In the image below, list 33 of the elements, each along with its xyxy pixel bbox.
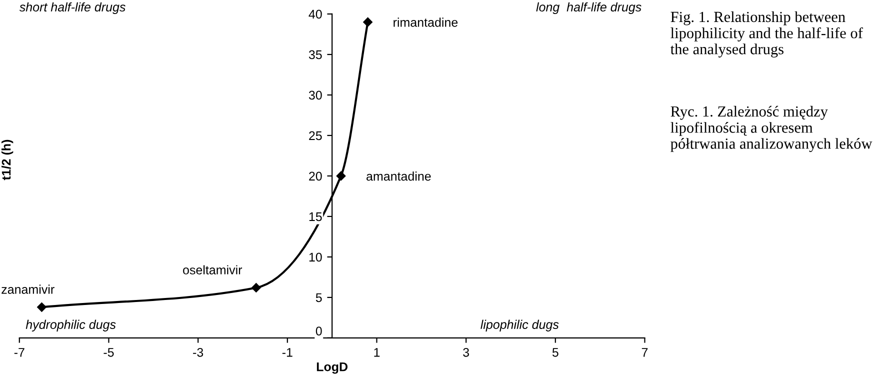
y-tick-label: 30 [308,90,322,100]
x-tick-label: -7 [14,348,24,357]
y-tick-label: 10 [309,252,322,262]
y-tick-label: 5 [316,293,322,302]
y-tick-label: 40 [308,10,322,19]
annotation: rimantadine [394,18,458,27]
caption: Fig. 1. Relationship between lipophilicity and the half-life of the analysed drugs [670,11,863,58]
text: Ryc. 1. Zależność między lipofilnością a okresem półtrwania analizowanych leków [670,106,872,152]
annotation: hydrophilic dugs [26,320,116,332]
y-tick-label: 20 [309,172,322,181]
y-tick-label: 35 [308,50,322,60]
annotation: amantadine [366,172,431,181]
y-tick-label: 0 [316,326,322,336]
y-axis-title: t1/2 (h) [2,140,14,180]
text: long half-life drugs [536,2,642,14]
x-tick-label: -3 [193,348,204,357]
x-tick-label: 3 [463,348,469,357]
x-axis-title: LogD [316,362,348,374]
point [336,171,346,181]
x-tick-label: -5 [104,348,114,357]
y-tick-label: 25 [309,131,322,140]
x-tick-label: -1 [282,348,292,357]
x-tick-label: 1 [374,348,380,357]
point [37,302,46,312]
annotation: oseltamivir [183,265,242,274]
annotation: zanamivir [2,284,54,294]
y-tick-label: 15 [309,212,322,222]
x-tick-label: 5 [552,348,558,357]
x-tick-label: 7 [642,348,648,357]
annotation: lipophilic dugs [480,320,559,332]
text: short half-life drugs [19,2,126,14]
point [363,17,372,27]
point [252,283,261,292]
